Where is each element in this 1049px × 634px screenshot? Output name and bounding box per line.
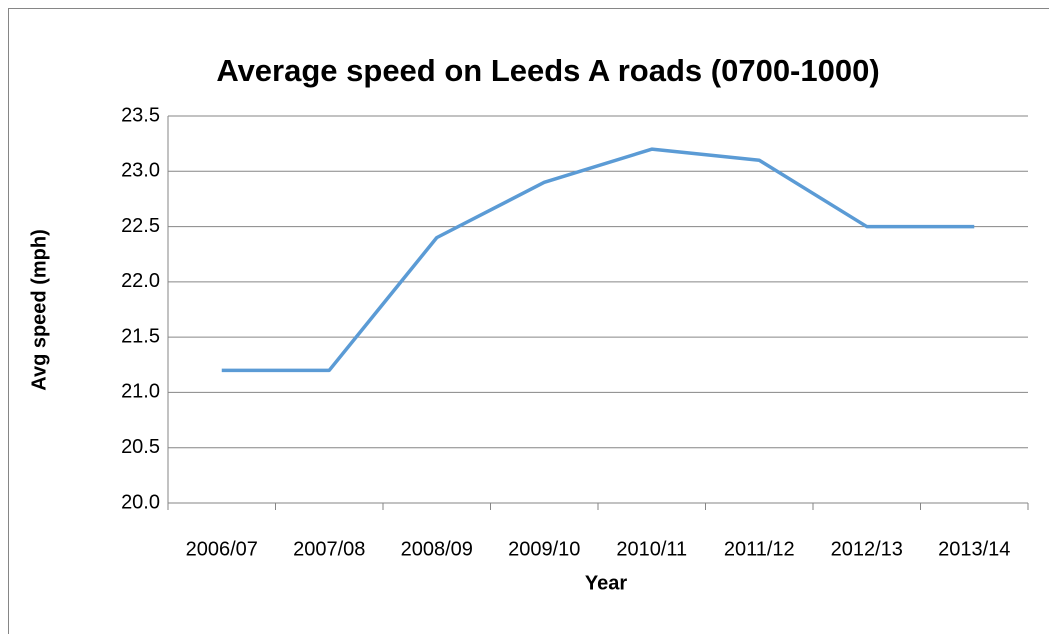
x-tick-label: 2011/12: [724, 538, 795, 560]
data-line: [221, 147, 975, 373]
x-tick-label: 2007/08: [293, 538, 365, 560]
x-axis-label: Year: [585, 572, 627, 594]
y-tick-label: 23.0: [121, 160, 160, 182]
y-tick-label: 20.5: [121, 436, 160, 458]
y-tick-label: 22.5: [121, 215, 160, 237]
x-tick-label: 2012/13: [831, 538, 903, 560]
y-tick-label: 21.5: [121, 325, 160, 347]
y-tick-label: 20.0: [121, 491, 160, 513]
y-tick-label: 22.0: [121, 270, 160, 292]
x-tick-label: 2010/11: [616, 538, 687, 560]
y-tick-label: 23.5: [121, 104, 160, 126]
x-tick-label: 2006/07: [186, 538, 258, 560]
y-tick-label: 21.0: [121, 381, 160, 403]
x-tick-label: 2009/10: [508, 538, 580, 560]
y-axis-label: Avg speed (mph): [28, 229, 50, 391]
chart-title: Average speed on Leeds A roads (0700-100…: [216, 53, 879, 88]
x-tick-label: 2013/14: [938, 538, 1010, 560]
chart-frame: [8, 8, 1049, 634]
x-tick-label: 2008/09: [401, 538, 473, 560]
